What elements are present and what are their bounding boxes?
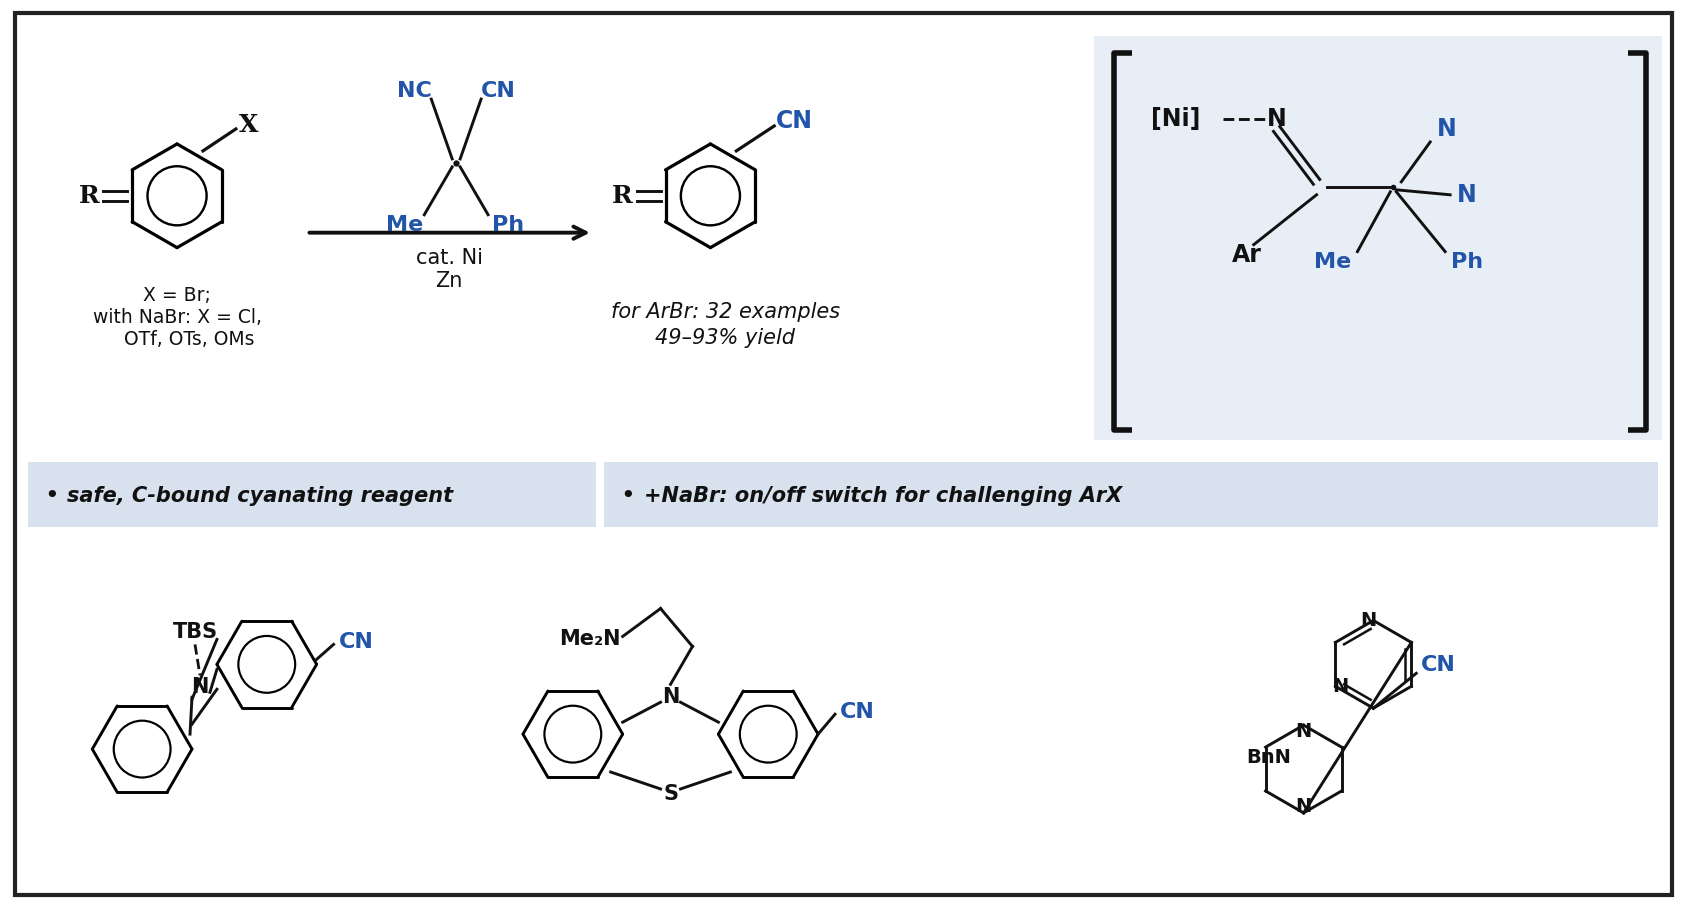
- FancyBboxPatch shape: [1095, 36, 1662, 440]
- FancyBboxPatch shape: [15, 14, 1672, 894]
- Text: +NaBr: on/off switch for challenging ArX: +NaBr: on/off switch for challenging ArX: [644, 486, 1122, 506]
- Text: Me₂N: Me₂N: [558, 629, 621, 649]
- Text: R: R: [79, 183, 100, 208]
- Text: NC: NC: [396, 81, 432, 101]
- Text: R: R: [612, 183, 633, 208]
- Text: Ph: Ph: [1451, 252, 1483, 271]
- Text: safe, C-bound cyanating reagent: safe, C-bound cyanating reagent: [67, 486, 454, 506]
- Text: CN: CN: [1420, 656, 1456, 676]
- Text: N: N: [1296, 722, 1312, 741]
- Text: CN: CN: [481, 81, 516, 101]
- Text: N: N: [1267, 107, 1287, 131]
- Text: S: S: [663, 784, 678, 804]
- Text: for ArBr: 32 examples: for ArBr: 32 examples: [611, 302, 840, 322]
- Text: Ph: Ph: [493, 214, 525, 234]
- Text: N: N: [1458, 183, 1476, 207]
- Text: [Ni]: [Ni]: [1151, 107, 1201, 131]
- Text: Zn: Zn: [435, 271, 462, 291]
- Text: BnN: BnN: [1247, 747, 1292, 766]
- Text: N: N: [1360, 611, 1377, 630]
- Text: Ar: Ar: [1232, 242, 1262, 267]
- Text: Me: Me: [1314, 252, 1351, 271]
- FancyBboxPatch shape: [27, 462, 596, 527]
- Text: •: •: [44, 484, 59, 508]
- Text: Me: Me: [386, 214, 423, 234]
- Text: CN: CN: [776, 109, 813, 133]
- Text: X = Br;
with NaBr: X = Cl,
    OTf, OTs, OMs: X = Br; with NaBr: X = Cl, OTf, OTs, OMs: [93, 285, 261, 349]
- Text: CN: CN: [840, 702, 876, 722]
- Text: N: N: [1333, 676, 1348, 696]
- Text: N: N: [191, 677, 209, 697]
- Text: N: N: [661, 687, 680, 707]
- Text: N: N: [1437, 117, 1458, 141]
- Text: CN: CN: [339, 632, 373, 653]
- Text: •: •: [621, 484, 636, 508]
- Text: cat. Ni: cat. Ni: [415, 248, 482, 268]
- Text: N: N: [1296, 797, 1312, 816]
- FancyBboxPatch shape: [604, 462, 1658, 527]
- Text: TBS: TBS: [172, 623, 218, 643]
- Text: 49–93% yield: 49–93% yield: [655, 329, 795, 349]
- Text: X: X: [240, 113, 258, 137]
